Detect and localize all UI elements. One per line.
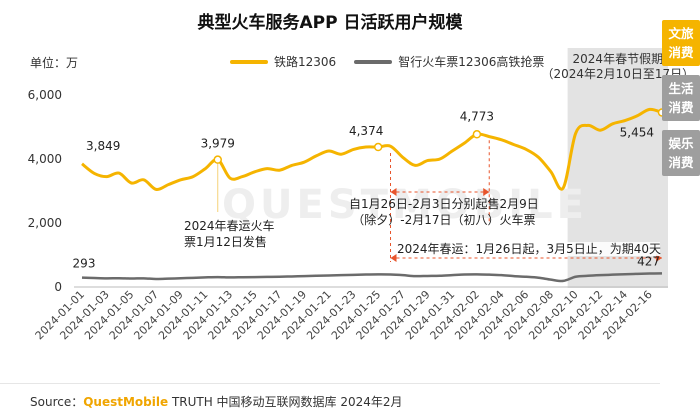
- holiday-label: 2024年春节假期: [573, 52, 664, 66]
- annotation-text: 2024年春运火车: [184, 218, 275, 233]
- data-label: 3,849: [86, 139, 120, 153]
- legend-item-smart: 智行火车票12306高铁抢票: [354, 53, 544, 70]
- tab-label-line: 生活: [668, 81, 694, 96]
- legend-label-rail: 铁路12306: [274, 55, 337, 69]
- series-line-rail: [81, 107, 663, 191]
- data-label: 3,979: [201, 137, 235, 151]
- watermark: QUESTMOBILE: [222, 182, 588, 228]
- legend: 铁路12306 智行火车票12306高铁抢票: [230, 53, 556, 70]
- data-label: 4,773: [460, 109, 494, 123]
- annotation-text: 2024年春运：1月26日起，3月5日止，为期40天: [397, 242, 661, 256]
- legend-item-rail: 铁路12306: [230, 53, 336, 70]
- footer-divider: [0, 383, 660, 384]
- source-prefix: Source：: [30, 395, 84, 409]
- annotation-label-bg: [398, 242, 660, 256]
- legend-swatch-rail: [230, 59, 268, 64]
- annotation-arrow: [390, 254, 397, 262]
- annotation-arrow: [390, 188, 397, 196]
- unit-label: 单位：万: [30, 56, 79, 70]
- series-line-smart: [81, 272, 663, 283]
- data-point-marker: [373, 142, 383, 152]
- data-label: 4,374: [349, 124, 383, 138]
- y-tick-label: 4,000: [28, 152, 62, 166]
- tab-label-line: 娱乐: [668, 136, 694, 151]
- y-tick-label: 2,000: [28, 216, 62, 230]
- side-tabs: 文旅 消费 生活 消费 娱乐 消费: [662, 20, 700, 185]
- annotation-arrow: [483, 188, 490, 196]
- legend-swatch-smart: [354, 59, 393, 64]
- tab-entertainment[interactable]: 娱乐 消费: [662, 130, 700, 176]
- source-note: Source：QuestMobile TRUTH 中国移动互联网数据库 2024…: [30, 393, 403, 410]
- data-label: 293: [73, 257, 96, 271]
- data-label: 5,454: [620, 125, 654, 139]
- data-point-marker: [472, 130, 482, 139]
- data-point-marker: [213, 155, 222, 164]
- annotation-text: 票1月12日发售: [184, 234, 267, 249]
- tab-life[interactable]: 生活 消费: [662, 75, 700, 121]
- y-tick-label: 6,000: [28, 88, 62, 102]
- holiday-label: （2024年2月10日至17日）: [541, 67, 694, 81]
- tab-label-line: 消费: [668, 100, 694, 115]
- data-label: 427: [637, 254, 660, 268]
- tab-label-line: 消费: [668, 45, 694, 60]
- source-brand: QuestMobile: [83, 395, 169, 409]
- y-tick-label: 0: [54, 280, 62, 294]
- source-rest: TRUTH 中国移动互联网数据库 2024年2月: [168, 395, 403, 409]
- annotation-text: （除夕）-2月17日（初八）火车票: [352, 212, 535, 227]
- annotation-text: 自1月26日-2月3日分别起售2月9日: [349, 196, 539, 211]
- tab-label-line: 文旅: [668, 26, 694, 41]
- legend-label-smart: 智行火车票12306高铁抢票: [398, 55, 545, 69]
- tab-label-line: 消费: [668, 155, 694, 170]
- chart-title: 典型火车服务APP 日活跃用户规模: [197, 13, 463, 33]
- tab-culture-travel[interactable]: 文旅 消费: [662, 20, 700, 66]
